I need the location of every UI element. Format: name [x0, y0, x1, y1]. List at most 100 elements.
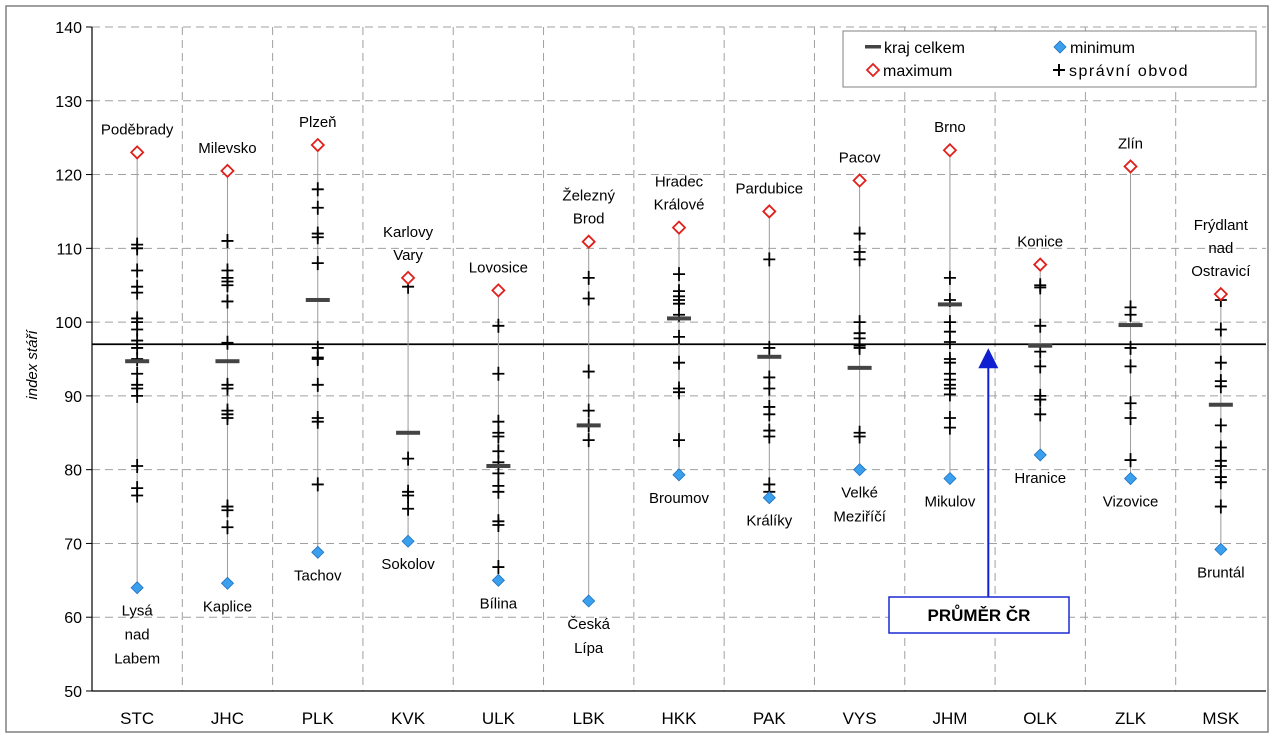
x-tick-label: ULK	[482, 709, 516, 728]
label-layer: Poděbrady Lysá nad Labem Milevsko Kaplice Plze…	[101, 114, 1251, 668]
y-tick-label: 120	[55, 168, 82, 185]
min-label: Mikulov	[924, 494, 975, 511]
kraj-marker	[486, 463, 511, 468]
min-point	[762, 491, 776, 505]
district-point	[1214, 355, 1227, 370]
y-axis-title: index stáří	[24, 329, 41, 400]
district-point	[853, 226, 866, 241]
district-point	[582, 270, 595, 285]
kraj-marker	[396, 430, 421, 435]
max-point	[852, 173, 867, 188]
district-point	[582, 364, 595, 379]
district-point	[943, 420, 956, 435]
district-point	[1124, 307, 1137, 322]
max-label-line: Lovosice	[469, 259, 528, 276]
district-point	[673, 329, 685, 344]
max-point	[581, 234, 596, 249]
y-tick-label: 70	[64, 536, 82, 553]
min-label-line: Králíky	[746, 513, 792, 530]
x-tick-label: PLK	[302, 709, 335, 728]
axis-layer: 50 60 70 80 90 100 110 120 130 140 STC JHC PLK KVK ULK…	[55, 20, 1266, 728]
district-point	[673, 267, 685, 282]
kraj-marker	[1118, 323, 1143, 328]
x-tick-label: VYS	[843, 709, 877, 728]
district-point	[311, 200, 324, 215]
district-point	[221, 233, 234, 248]
max-label-line: Brod	[573, 211, 605, 228]
max-label-line: nad	[1208, 240, 1233, 257]
y-tick-label: 60	[64, 610, 82, 627]
min-label-line: Lysá	[122, 603, 154, 620]
district-point	[1214, 499, 1227, 514]
kraj-marker	[125, 359, 150, 364]
max-label-line: Králové	[654, 197, 705, 214]
min-label-line: Bílina	[480, 595, 518, 612]
x-tick-label: STC	[120, 709, 154, 728]
average-arrow-head	[978, 348, 999, 369]
max-label: Frýdlant nad Ostravicí	[1191, 217, 1251, 280]
kraj-marker	[305, 297, 330, 302]
min-label: Bruntál	[1197, 564, 1245, 581]
min-label-line: Velké	[841, 485, 878, 502]
max-label: Karlovy Vary	[383, 224, 434, 264]
min-point	[853, 463, 867, 477]
min-label: Broumov	[649, 490, 710, 507]
district-point	[311, 256, 324, 271]
district-point	[131, 488, 144, 503]
kraj-marker	[1208, 402, 1233, 407]
district-point	[673, 385, 685, 400]
district-point	[1214, 418, 1227, 433]
max-point	[310, 137, 326, 153]
district-point	[492, 318, 505, 333]
max-point	[220, 163, 235, 179]
district-point	[221, 381, 234, 396]
min-label-line: Česká	[567, 616, 610, 633]
district-point	[853, 429, 866, 444]
max-point	[1032, 257, 1048, 272]
y-tick-label: 80	[64, 463, 82, 480]
min-label-line: Sokolov	[381, 556, 435, 573]
district-point	[221, 335, 234, 350]
district-point	[1124, 359, 1137, 374]
max-label: Milevsko	[198, 140, 256, 157]
min-label: Sokolov	[381, 556, 435, 573]
min-point	[672, 468, 686, 482]
min-point	[1214, 542, 1228, 556]
district-point	[131, 263, 144, 278]
district-point	[492, 560, 505, 575]
max-label-line: Hradec	[655, 174, 704, 191]
max-label-line: Pardubice	[736, 180, 804, 197]
district-point	[492, 518, 505, 532]
district-point	[131, 458, 144, 473]
district-point	[943, 335, 956, 350]
kraj-marker	[215, 359, 240, 364]
district-point	[492, 366, 505, 381]
max-label-line: Frýdlant	[1194, 217, 1249, 234]
min-label-line: Hranice	[1014, 470, 1066, 487]
x-tick-label: JHM	[932, 709, 967, 728]
district-point	[311, 414, 324, 429]
average-annotation-label: PRŮMĚR ČR	[928, 605, 1031, 625]
min-point	[943, 471, 957, 486]
max-label-line: Vary	[393, 247, 423, 264]
min-point	[311, 545, 325, 559]
district-point	[673, 355, 685, 370]
legend-obvod-label: správní obvod	[1069, 63, 1189, 80]
district-point	[492, 484, 505, 499]
district-point	[311, 377, 324, 392]
x-tick-label: OLK	[1023, 709, 1058, 728]
district-point	[311, 352, 324, 366]
y-tick-label: 100	[55, 315, 82, 332]
min-label: Bílina	[480, 595, 518, 612]
min-label-line: Mikulov	[924, 494, 975, 511]
min-point	[220, 576, 235, 590]
min-label: Vizovice	[1103, 494, 1159, 511]
max-label: Lovosice	[469, 259, 528, 276]
district-point	[131, 388, 144, 403]
max-label-line: Poděbrady	[101, 121, 174, 138]
min-label-line: Lípa	[574, 640, 604, 657]
district-point	[1034, 392, 1047, 407]
min-label: Česká Lípa	[567, 616, 610, 657]
legend: kraj celkem minimum maximum správní obvo…	[842, 30, 1257, 88]
